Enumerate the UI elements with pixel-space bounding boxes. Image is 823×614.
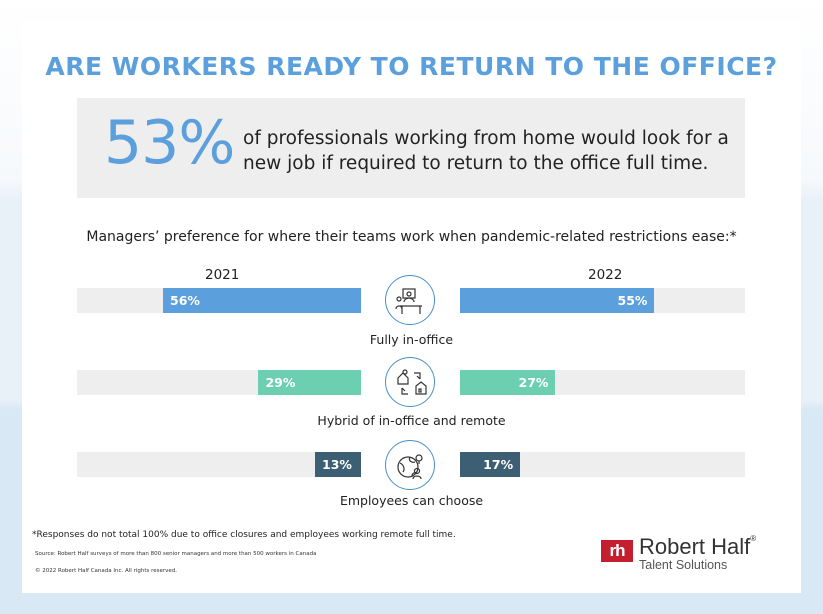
stat-text: of professionals working from home would… bbox=[243, 128, 729, 174]
source-note: Source: Robert Half surveys of more than… bbox=[35, 551, 317, 557]
bar-label-2022-0: 55% bbox=[617, 293, 648, 308]
bar-label-2021-0: 56% bbox=[170, 293, 200, 308]
stat-box: 53% of professionals working from home w… bbox=[77, 98, 745, 198]
logo-subtitle: Talent Solutions bbox=[639, 558, 728, 572]
infographic-card: ARE WORKERS READY TO RETURN TO THE OFFIC… bbox=[22, 22, 801, 593]
logo-name: Robert Half® bbox=[639, 534, 756, 560]
logo-registered: ® bbox=[750, 534, 757, 543]
category-label-2: Employees can choose bbox=[339, 493, 484, 508]
bar-2021-1: 29% bbox=[258, 370, 361, 395]
copyright-note: © 2022 Robert Half Canada Inc. All right… bbox=[35, 568, 178, 574]
track-left-2 bbox=[77, 452, 361, 477]
logo-name-text: Robert Half bbox=[639, 534, 751, 559]
bar-label-2022-1: 27% bbox=[518, 375, 549, 390]
year-label-2021: 2021 bbox=[205, 267, 240, 283]
bar-2021-2: 13% bbox=[315, 452, 361, 477]
bar-2022-1: 27% bbox=[460, 370, 556, 395]
office-home-cycle-icon bbox=[385, 357, 435, 407]
desk-worker-icon bbox=[385, 275, 435, 325]
globe-person-icon bbox=[385, 440, 435, 490]
bar-2021-0: 56% bbox=[163, 288, 361, 313]
chart-subtitle: Managers’ preference for where their tea… bbox=[86, 229, 737, 245]
bar-label-2021-1: 29% bbox=[265, 375, 296, 390]
bar-2022-2: 17% bbox=[460, 452, 521, 477]
page-title: ARE WORKERS READY TO RETURN TO THE OFFIC… bbox=[45, 52, 778, 81]
stat-value: 53% bbox=[104, 108, 235, 178]
category-label-1: Hybrid of in-office and remote bbox=[317, 413, 506, 428]
bar-label-2021-2: 13% bbox=[322, 457, 352, 472]
bar-label-2022-2: 17% bbox=[483, 457, 514, 472]
bar-2022-0: 55% bbox=[460, 288, 655, 313]
logo-mark: rh bbox=[601, 540, 633, 562]
category-label-0: Fully in-office bbox=[369, 332, 454, 347]
year-label-2022: 2022 bbox=[588, 267, 623, 283]
footnote: *Responses do not total 100% due to offi… bbox=[32, 530, 456, 540]
